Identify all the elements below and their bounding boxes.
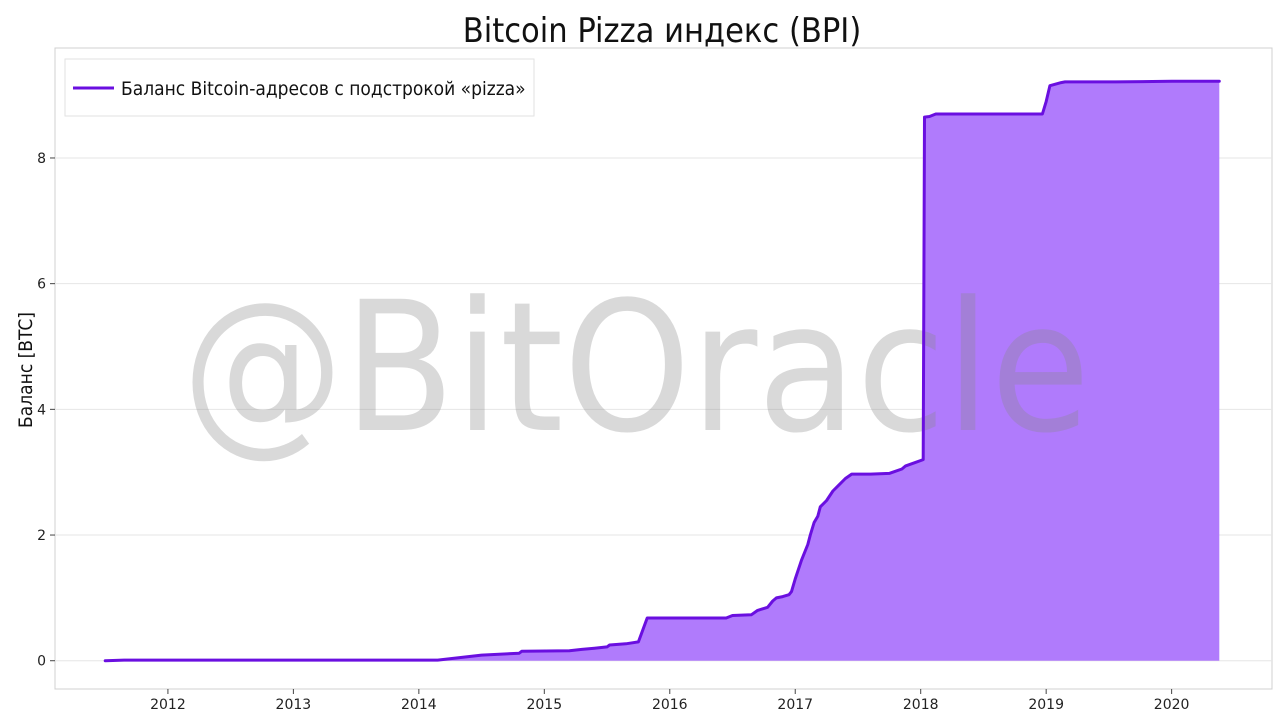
x-tick-label: 2012 bbox=[150, 697, 186, 713]
y-tick-label: 0 bbox=[37, 654, 46, 670]
x-tick-label: 2015 bbox=[526, 697, 562, 713]
series-area bbox=[105, 81, 1220, 661]
x-tick-label: 2019 bbox=[1028, 697, 1064, 713]
x-tick-label: 2020 bbox=[1154, 697, 1190, 713]
series-line-group bbox=[103, 79, 1221, 663]
legend: Баланс Bitcoin-адресов с подстрокой «piz… bbox=[64, 58, 535, 117]
series-area-fill bbox=[105, 81, 1220, 661]
y-tick-label: 6 bbox=[37, 277, 46, 293]
watermark: @BitOracle bbox=[182, 264, 1090, 473]
x-tick-label: 2016 bbox=[652, 697, 688, 713]
y-tick-label: 2 bbox=[37, 528, 46, 544]
x-tick-label: 2013 bbox=[276, 697, 312, 713]
plot-frame bbox=[54, 47, 1273, 690]
y-tick-label: 4 bbox=[37, 402, 46, 418]
legend-box bbox=[64, 58, 535, 117]
x-tick-label: 2018 bbox=[903, 697, 939, 713]
y-axis-ticks: 0 2 4 6 8 bbox=[37, 151, 55, 670]
x-tick-label: 2014 bbox=[401, 697, 437, 713]
x-axis-ticks: 2012 2013 2014 2015 2016 2017 2018 2019 2020 bbox=[150, 689, 1189, 713]
x-tick-label: 2017 bbox=[777, 697, 813, 713]
y-axis-label: Баланс [BTC] bbox=[15, 312, 37, 428]
y-tick-label: 8 bbox=[37, 151, 46, 167]
legend-label: Баланс Bitcoin-адресов с подстрокой «piz… bbox=[121, 78, 526, 100]
chart-title: Bitcoin Pizza индекс (BPI) bbox=[463, 11, 862, 51]
series-line bbox=[103, 79, 1221, 663]
